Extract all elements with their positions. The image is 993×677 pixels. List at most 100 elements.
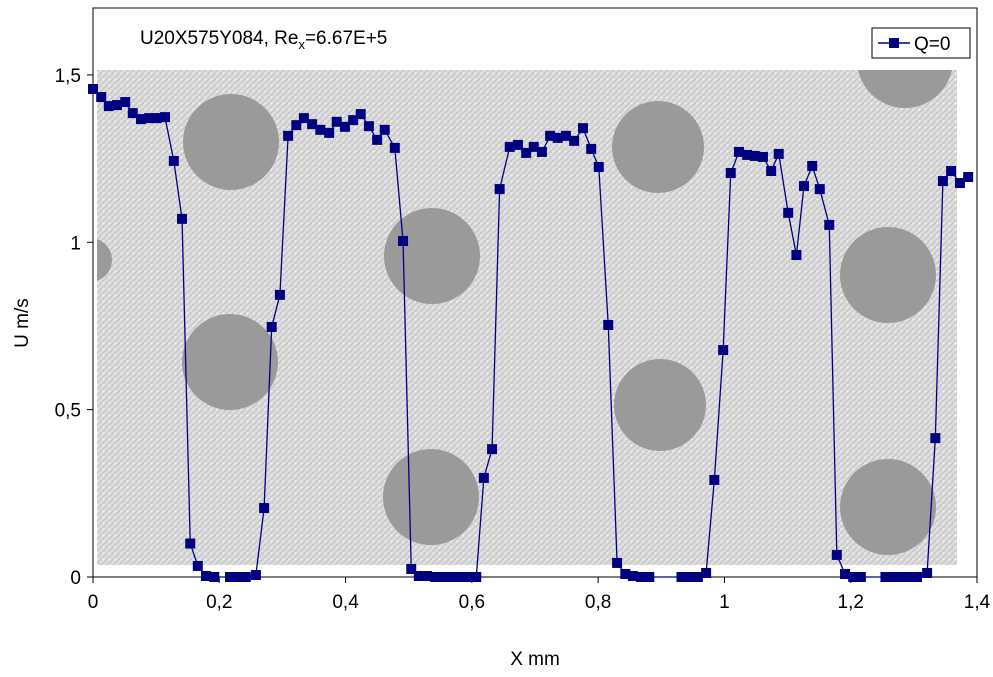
data-point: [814, 184, 825, 195]
x-tick-label: 1,4: [964, 592, 991, 613]
data-point: [954, 178, 965, 189]
x-tick-label: 0,8: [585, 592, 611, 613]
data-point: [807, 160, 818, 171]
data-point: [757, 151, 768, 162]
data-point: [692, 572, 703, 582]
data-point: [389, 142, 400, 153]
data-point: [209, 572, 220, 582]
data-point: [733, 146, 744, 157]
data-point: [266, 321, 277, 332]
data-point: [283, 130, 294, 141]
data-point: [528, 141, 539, 152]
data-point: [177, 213, 188, 224]
data-point: [159, 112, 170, 123]
data-point: [120, 97, 131, 108]
data-point: [331, 116, 342, 127]
data-point: [773, 148, 784, 159]
data-point: [478, 472, 489, 483]
data-point: [192, 560, 203, 571]
data-point: [185, 538, 196, 549]
data-point: [521, 147, 532, 158]
data-point: [569, 135, 580, 146]
data-point: [504, 141, 515, 152]
x-axis-title: X mm: [510, 649, 560, 670]
data-point: [487, 444, 498, 455]
data-point: [612, 557, 623, 568]
data-point: [240, 572, 251, 582]
data-point: [824, 219, 835, 230]
data-point: [922, 567, 933, 578]
background-image: [97, 70, 957, 565]
data-point: [274, 289, 285, 300]
x-tick-label: 0: [88, 592, 99, 613]
data-point: [603, 319, 614, 330]
data-point: [896, 572, 907, 582]
x-tick-label: 1,2: [838, 592, 864, 613]
data-point: [446, 572, 457, 582]
data-point: [636, 572, 647, 582]
data-point: [684, 572, 695, 582]
data-point: [471, 572, 482, 582]
data-point: [742, 149, 753, 160]
data-point: [545, 130, 556, 141]
data-point: [888, 572, 899, 582]
x-tick-label: 1: [719, 592, 730, 613]
data-point: [586, 143, 597, 154]
data-point: [644, 572, 655, 582]
data-point: [379, 124, 390, 135]
data-point: [463, 572, 474, 582]
data-point: [422, 570, 433, 581]
data-point: [848, 572, 859, 582]
data-point: [363, 121, 374, 132]
data-point: [701, 567, 712, 578]
data-point: [233, 572, 244, 582]
y-tick-label: 0: [70, 568, 81, 589]
data-point: [298, 113, 309, 124]
data-point: [791, 250, 802, 261]
y-tick-label: 0,5: [55, 401, 81, 422]
x-tick-label: 0,4: [332, 592, 359, 613]
data-point: [348, 115, 359, 126]
data-point: [135, 114, 146, 125]
data-point: [111, 100, 122, 111]
data-point: [437, 572, 448, 582]
data-point: [355, 109, 366, 120]
data-point: [127, 108, 138, 119]
data-point: [552, 132, 563, 143]
data-point: [168, 155, 179, 166]
data-point: [676, 572, 687, 582]
data-point: [880, 572, 891, 582]
data-point: [946, 166, 957, 177]
data-point: [339, 121, 350, 132]
legend-label: Q=0: [914, 34, 950, 55]
data-point: [749, 150, 760, 161]
data-point: [798, 181, 809, 192]
legend-marker: [889, 38, 899, 48]
data-point: [430, 572, 441, 582]
data-point: [225, 572, 236, 582]
data-point: [577, 123, 588, 134]
data-point: [593, 161, 604, 172]
data-point: [718, 345, 729, 356]
data-point: [88, 83, 98, 94]
data-point: [709, 474, 720, 485]
plot-frame: [92, 7, 978, 578]
data-point: [291, 120, 302, 131]
data-point: [372, 134, 383, 145]
data-point: [766, 166, 777, 177]
data-point: [201, 570, 212, 581]
x-tick-label: 0,2: [206, 592, 232, 613]
data-point: [627, 570, 638, 581]
data-point: [840, 568, 851, 579]
data-point: [144, 113, 155, 124]
data-point: [831, 549, 842, 560]
data-point: [904, 572, 915, 582]
y-tick-label: 1,5: [55, 66, 81, 87]
y-tick-label: 1: [70, 233, 81, 254]
data-point: [151, 113, 162, 124]
x-tick-label: 0,6: [459, 592, 485, 613]
data-point: [413, 570, 424, 581]
data-point: [103, 101, 114, 112]
data-point: [930, 433, 941, 444]
data-point: [324, 127, 335, 138]
